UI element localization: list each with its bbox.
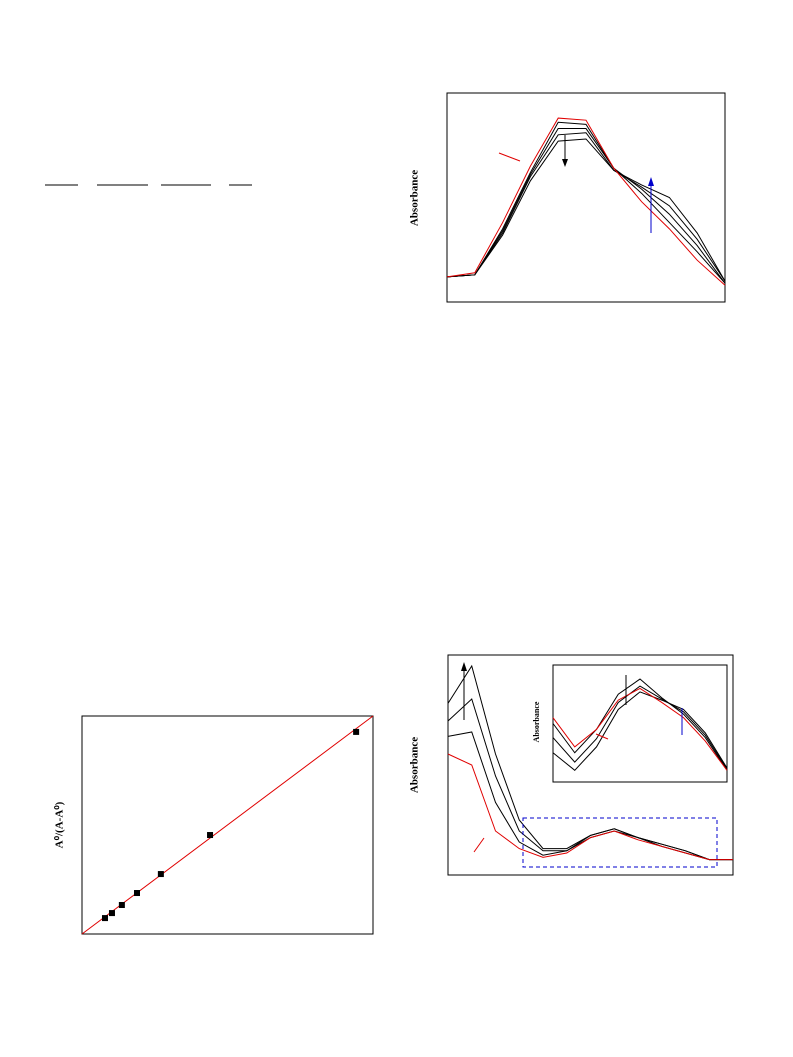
- spectrum-line: [446, 128, 726, 284]
- arrow: [473, 837, 485, 853]
- spectrum-line: [446, 132, 726, 282]
- decorations: [45, 135, 718, 868]
- data-point: [101, 915, 108, 922]
- data-point: [207, 832, 214, 839]
- arrow: [498, 152, 521, 162]
- y-axis-label: Absorbance: [409, 170, 421, 226]
- arrow-head: [461, 662, 467, 671]
- y-axis-label: A⁰/(A-A⁰): [54, 801, 66, 848]
- spectrum-line: [446, 117, 726, 286]
- spectrum-line: [447, 698, 733, 861]
- spectrum-line: [447, 753, 733, 861]
- y-axis-label: Absorbance: [532, 701, 541, 742]
- data-point: [353, 728, 360, 735]
- arrow-head: [648, 177, 654, 186]
- data-point: [157, 871, 164, 878]
- plot-frame: [446, 92, 726, 303]
- arrow-head: [562, 159, 568, 167]
- data-point: [108, 910, 115, 917]
- plot-frame: [552, 664, 728, 783]
- spectrum-line: [552, 678, 728, 771]
- spectrum-line: [446, 138, 726, 282]
- spectrum-line: [552, 691, 728, 771]
- y-axis-label: Absorbance: [409, 737, 421, 793]
- spectrum-line: [552, 685, 728, 770]
- plots: Absorbance A⁰/(A-A⁰) Absorbance Absorbance: [54, 92, 734, 935]
- spectrum-line: [446, 121, 726, 284]
- arrow: [595, 733, 609, 740]
- spectrum-line: [552, 687, 728, 771]
- fit-line: [81, 715, 374, 935]
- data-point: [118, 902, 125, 909]
- zoom-box: [522, 817, 718, 868]
- data-point: [133, 890, 140, 897]
